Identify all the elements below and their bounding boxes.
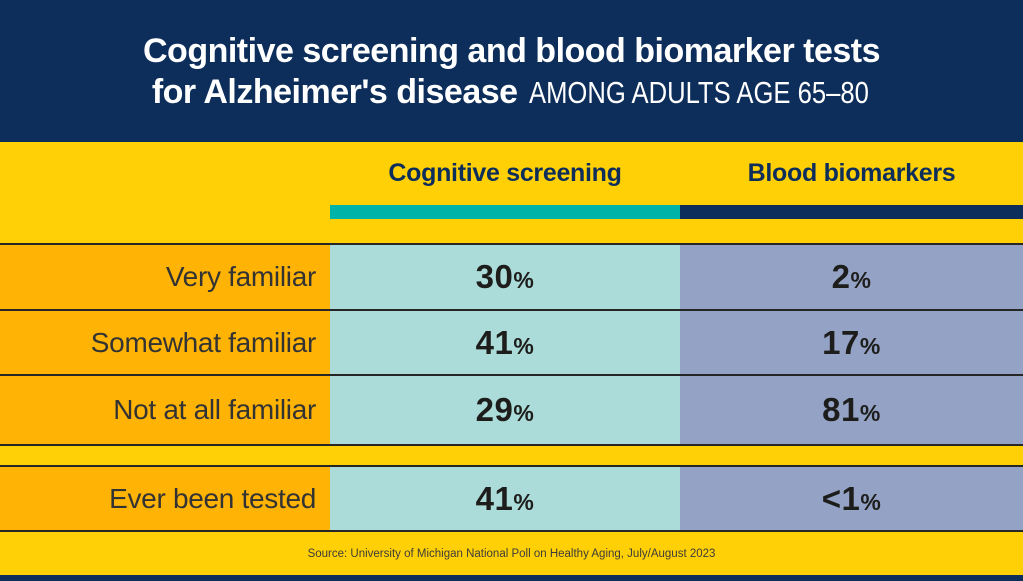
page-title-line2: for Alzheimer's disease AMONG ADULTS AGE…	[152, 73, 871, 112]
table-row-not-at-all-familiar: Not at all familiar 29% 81%	[0, 376, 1023, 444]
table-row-somewhat-familiar: Somewhat familiar 41% 17%	[0, 311, 1023, 374]
cognitive-screening-cell: 41%	[330, 467, 680, 530]
percentage-value: 81%	[822, 391, 881, 428]
percentage-value: 17%	[822, 323, 881, 361]
navy-accent-bar	[680, 205, 1023, 219]
accent-bar-spacer	[0, 205, 330, 219]
percentage-value: 41%	[475, 323, 535, 361]
blood-biomarkers-cell: 81%	[680, 376, 1023, 444]
cognitive-screening-cell: 41%	[330, 311, 680, 374]
table-row-very-familiar: Very familiar 30% 2%	[0, 245, 1023, 309]
row-label: Somewhat familiar	[90, 326, 317, 358]
source-footer: Source: University of Michigan National …	[0, 532, 1023, 575]
accent-bar-row	[0, 205, 1023, 219]
column-header-cognitive-screening: Cognitive screening	[388, 159, 622, 187]
blood-biomarkers-cell: 2%	[680, 245, 1023, 309]
divider	[0, 374, 1023, 376]
divider	[0, 243, 1023, 245]
blood-biomarkers-cell: 17%	[680, 311, 1023, 374]
divider	[0, 444, 1023, 446]
row-label-cell: Ever been tested	[0, 467, 330, 530]
section-gap	[0, 446, 1023, 465]
page-title-line2-subtitle: AMONG ADULTS AGE 65–80	[528, 76, 869, 111]
cognitive-screening-cell: 30%	[330, 245, 680, 309]
page-title-line2-bold: for Alzheimer's disease	[151, 73, 518, 112]
source-text: Source: University of Michigan National …	[307, 547, 716, 560]
percentage-value: <1%	[821, 479, 882, 517]
column-header-blood-biomarkers: Blood biomarkers	[747, 159, 956, 187]
row-label: Very familiar	[165, 261, 316, 292]
spacer	[0, 219, 1023, 243]
row-label-cell: Not at all familiar	[0, 376, 330, 444]
percentage-value: 30%	[475, 258, 535, 295]
page-title-line1: Cognitive screening and blood biomarker …	[143, 31, 881, 70]
divider	[0, 465, 1023, 467]
divider	[0, 530, 1023, 532]
title-banner: Cognitive screening and blood biomarker …	[0, 0, 1023, 142]
percentage-value: 41%	[475, 479, 535, 517]
row-label: Not at all familiar	[113, 394, 316, 425]
row-label-cell: Very familiar	[0, 245, 330, 309]
table-row-ever-been-tested: Ever been tested 41% <1%	[0, 467, 1023, 530]
percentage-value: 2%	[831, 258, 872, 295]
bottom-navy-bar	[0, 575, 1023, 581]
blood-biomarkers-cell: <1%	[680, 467, 1023, 530]
divider	[0, 309, 1023, 311]
column-header-row: Cognitive screening Blood biomarkers	[0, 142, 1023, 205]
row-label: Ever been tested	[109, 482, 316, 514]
teal-accent-bar	[330, 205, 680, 219]
row-label-cell: Somewhat familiar	[0, 311, 330, 374]
cognitive-screening-cell: 29%	[330, 376, 680, 444]
percentage-value: 29%	[475, 391, 535, 428]
